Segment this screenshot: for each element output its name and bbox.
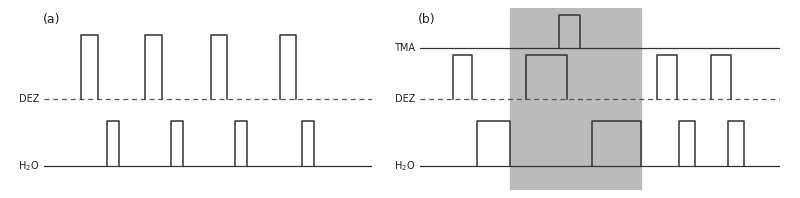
Text: H$_2$O: H$_2$O [18, 160, 39, 173]
Text: H$_2$O: H$_2$O [394, 160, 415, 173]
Text: TMA: TMA [394, 43, 415, 53]
Text: DEZ: DEZ [19, 94, 39, 104]
Text: (b): (b) [418, 13, 436, 26]
Bar [510, 8, 641, 190]
Text: DEZ: DEZ [394, 94, 415, 104]
Text: (a): (a) [42, 13, 60, 26]
